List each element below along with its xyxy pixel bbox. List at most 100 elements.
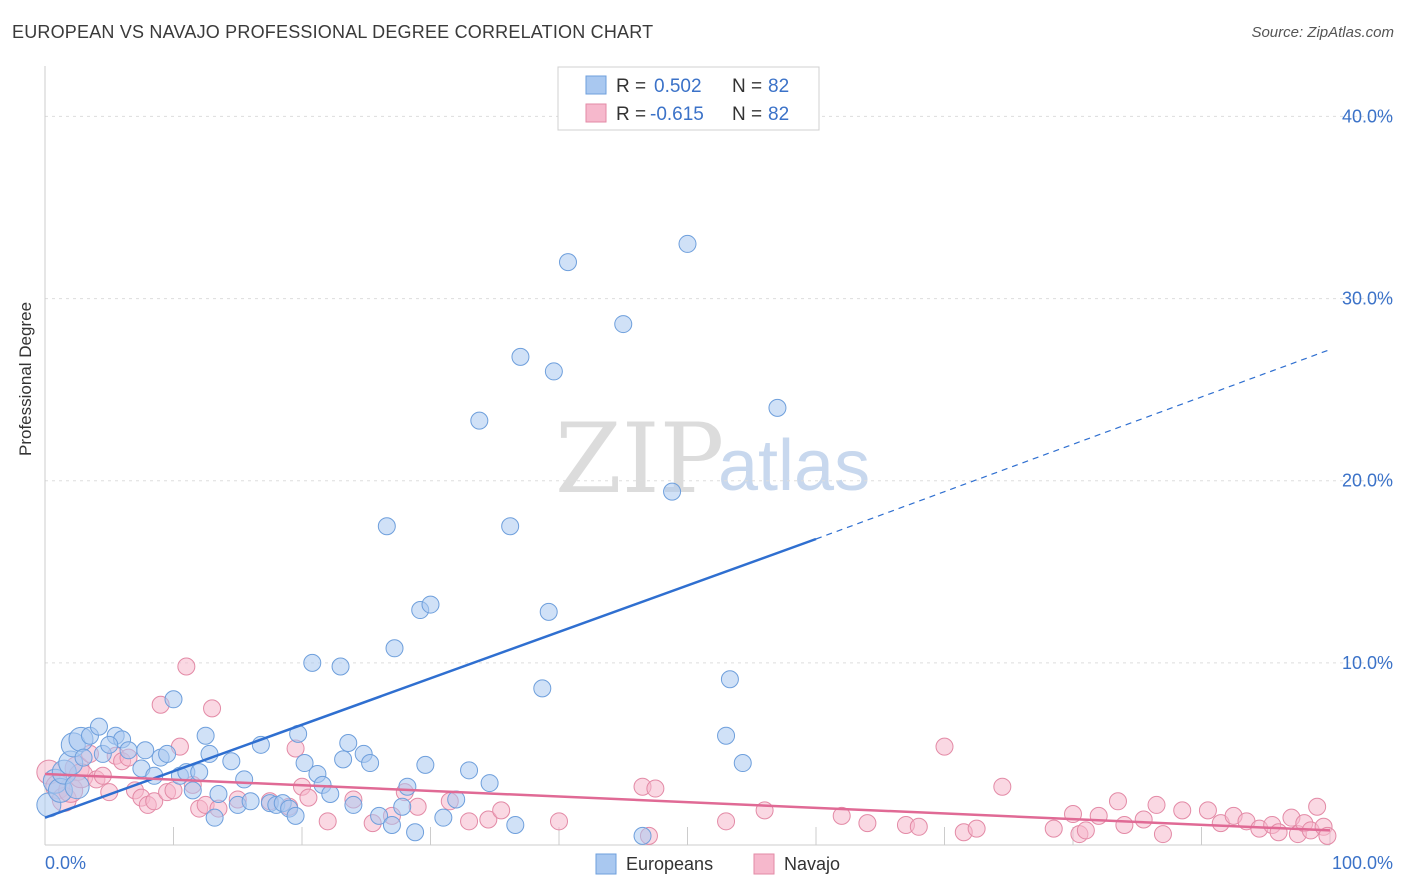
- european-point-36: [286, 806, 305, 825]
- legend-swatch-europeans: [595, 853, 617, 875]
- european-point-8: [89, 717, 108, 736]
- european-point-51: [382, 815, 401, 834]
- european-point-80: [74, 748, 93, 767]
- navajo-point-49: [832, 806, 851, 825]
- navajo-point-70: [1269, 823, 1288, 842]
- european-point-43: [331, 657, 350, 676]
- european-point-78: [768, 398, 787, 417]
- source-label: Source: ZipAtlas.com: [1251, 24, 1394, 41]
- navajo-point-77: [1318, 826, 1337, 845]
- european-point-14: [136, 741, 155, 760]
- navajo-point-32: [299, 788, 318, 807]
- legend-label-europeans: Europeans: [626, 854, 713, 874]
- european-point-67: [533, 679, 552, 698]
- european-point-70: [558, 253, 577, 272]
- european-point-71: [614, 315, 633, 334]
- navajo-point-59: [1089, 806, 1108, 825]
- navajo-point-79: [1147, 795, 1166, 814]
- european-point-57: [416, 755, 435, 774]
- navajo-point-61: [1115, 815, 1134, 834]
- european-point-63: [480, 774, 499, 793]
- european-point-76: [720, 670, 739, 689]
- legend: Europeans Navajo: [595, 853, 840, 875]
- y-tick-label-3: 40.0%: [1342, 106, 1393, 126]
- european-point-61: [460, 761, 479, 780]
- stats-swatch-navajo: [585, 103, 607, 123]
- legend-label-navajo: Navajo: [784, 854, 840, 874]
- navajo-point-46: [646, 779, 665, 798]
- navajo-point-50: [858, 814, 877, 833]
- european-point-79: [100, 735, 119, 754]
- european-point-59: [434, 808, 453, 827]
- navajo-point-60: [1108, 792, 1127, 811]
- european-point-73: [663, 482, 682, 501]
- european-point-29: [235, 770, 254, 789]
- navajo-point-62: [1134, 810, 1153, 829]
- navajo-point-56: [993, 777, 1012, 796]
- european-point-58: [421, 595, 440, 614]
- stats-box: R = 0.502 N = 82 R = -0.615 N = 82: [557, 66, 820, 131]
- stats-n-value-navajo: 82: [768, 104, 789, 125]
- european-point-64: [501, 517, 520, 536]
- european-point-42: [321, 785, 340, 803]
- stats-swatch-europeans: [585, 75, 607, 95]
- navajo-point-21: [177, 657, 196, 676]
- stats-n-value-europeans: 82: [768, 76, 789, 97]
- stats-r-value-europeans: 0.502: [654, 76, 702, 97]
- navajo-point-75: [1308, 797, 1327, 816]
- navajo-point-55: [967, 819, 986, 838]
- y-tick-label-2: 30.0%: [1342, 289, 1393, 309]
- legend-swatch-navajo: [753, 853, 775, 875]
- european-point-53: [393, 797, 412, 816]
- navajo-point-78: [1173, 801, 1192, 820]
- navajo-point-38: [408, 797, 427, 816]
- european-point-45: [339, 734, 358, 752]
- european-point-75: [717, 726, 736, 745]
- european-point-22: [190, 763, 209, 782]
- european-point-30: [241, 792, 260, 811]
- navajo-point-63: [1153, 825, 1172, 844]
- european-point-81: [64, 774, 90, 800]
- watermark-zip: ZIP: [555, 403, 724, 515]
- y-tick-label-1: 20.0%: [1342, 471, 1393, 491]
- european-point-27: [222, 752, 241, 771]
- navajo-point-40: [460, 812, 479, 831]
- european-point-49: [370, 806, 389, 825]
- european-point-44: [334, 750, 353, 769]
- european-point-48: [361, 754, 380, 773]
- navajo-point-41: [479, 810, 498, 829]
- european-point-23: [196, 726, 215, 745]
- european-point-18: [164, 690, 183, 709]
- european-point-69: [544, 362, 563, 381]
- navajo-point-64: [1198, 801, 1217, 820]
- tick-labels: 10.0% 20.0% 30.0% 40.0% 0.0% 100.0%: [45, 106, 1393, 873]
- european-point-17: [158, 744, 177, 763]
- european-point-26: [209, 785, 228, 803]
- european-point-55: [406, 823, 425, 842]
- stats-r-label-europeans: R =: [616, 76, 646, 97]
- stats-r-label-navajo: R =: [616, 104, 646, 125]
- trend-lines: [44, 349, 1331, 832]
- european-point-74: [678, 234, 697, 253]
- trend-line-europeans-extension: [815, 349, 1331, 540]
- european-point-72: [633, 826, 652, 845]
- european-point-77: [733, 754, 752, 773]
- grid: [45, 115, 1395, 664]
- stats-n-label-europeans: N =: [732, 76, 762, 97]
- chart-title: EUROPEAN VS NAVAJO PROFESSIONAL DEGREE C…: [12, 22, 654, 42]
- navajo-point-42: [492, 801, 511, 820]
- stats-n-label-navajo: N =: [732, 104, 762, 125]
- data-points: [36, 234, 1337, 845]
- european-point-25: [205, 808, 224, 827]
- navajo-point-57: [1044, 819, 1063, 838]
- european-point-50: [377, 517, 396, 536]
- x-tick-label-0: 0.0%: [45, 853, 86, 873]
- navajo-point-52: [909, 817, 928, 836]
- european-point-46: [344, 795, 363, 814]
- european-point-39: [303, 653, 322, 672]
- navajo-point-47: [717, 812, 736, 831]
- european-point-38: [295, 754, 314, 773]
- european-point-21: [183, 781, 202, 800]
- y-tick-label-0: 10.0%: [1342, 653, 1393, 673]
